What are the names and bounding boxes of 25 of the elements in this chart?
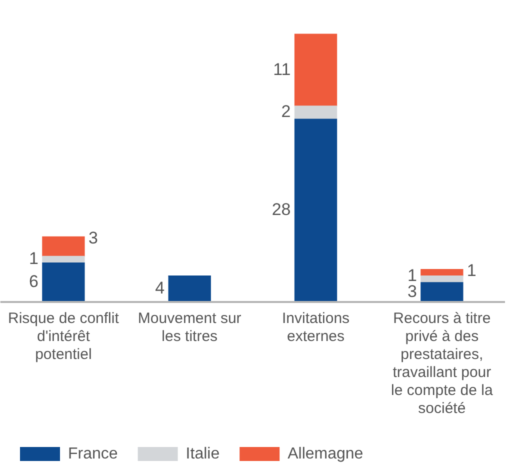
bar [294, 118, 338, 302]
legend-label: France [68, 445, 118, 462]
bar [42, 256, 85, 264]
bar [42, 262, 85, 302]
x-tick-label: Risque de conflit d'intérêt potentiel [8, 310, 120, 364]
bar [420, 276, 464, 283]
data-label: 1 [466, 261, 476, 280]
bar [168, 276, 211, 302]
legend-label: Allemagne [288, 445, 364, 462]
x-tick-label: Mouvement sur les titres [138, 310, 242, 346]
data-label: 11 [273, 60, 291, 79]
data-label: 3 [88, 228, 98, 248]
data-label: 1 [28, 249, 38, 268]
bar [294, 106, 338, 120]
bar [42, 236, 85, 257]
data-label: 2 [281, 102, 291, 122]
bar [294, 34, 338, 106]
x-tick-label: Invitations externes [282, 310, 350, 346]
bar [420, 282, 464, 302]
data-label: 4 [155, 278, 165, 298]
bar [420, 269, 464, 276]
data-label: 6 [28, 272, 38, 292]
data-label: 28 [272, 200, 291, 220]
x-tick-label: Recours à titre privé à des prestataires, travaillant pour le compte de la société [391, 310, 494, 418]
legend-label: Italie [186, 445, 220, 462]
